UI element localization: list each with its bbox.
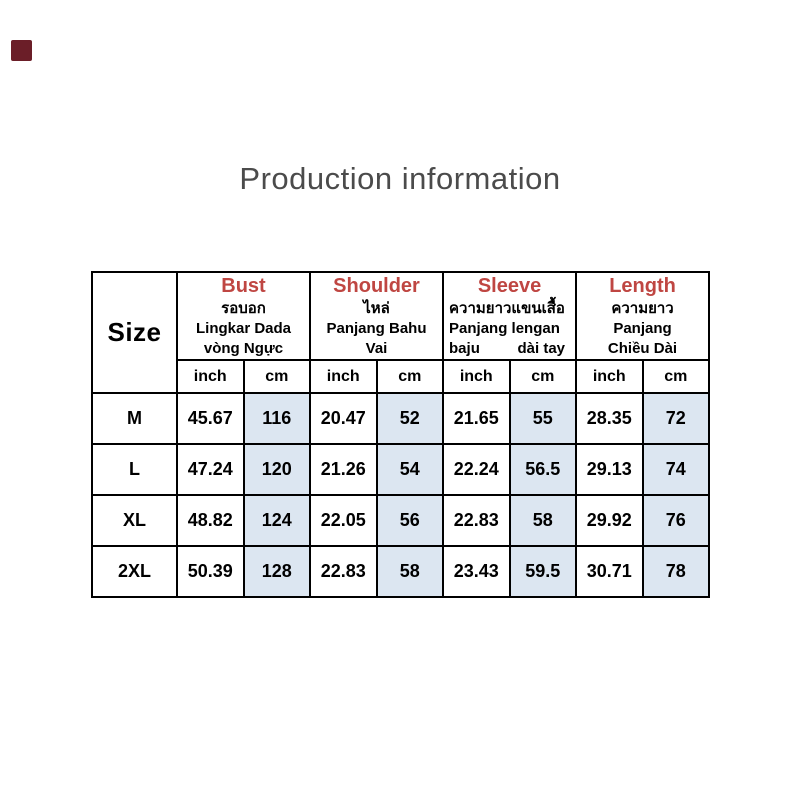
measurement-cell: 74 [641, 443, 711, 496]
bust-thai-label: รอบอก [221, 300, 266, 317]
table-row-m: M 45.67 116 20.47 52 21.65 55 28.35 72 [91, 392, 711, 445]
measurement-cell: 28.35 [575, 392, 644, 445]
shoulder-vietnamese-label: Vai [365, 340, 388, 357]
measurement-cell: 58 [375, 545, 445, 598]
measurement-cell: 56.5 [508, 443, 578, 496]
measurement-cell: 56 [375, 494, 445, 547]
measurement-cell: 21.26 [309, 443, 378, 496]
unit-inch-header: inch [309, 359, 378, 394]
shoulder-indonesian-label: Panjang Bahu [326, 320, 427, 337]
shoulder-thai-label: ไหล่ [363, 300, 390, 317]
size-column-header: Size [91, 271, 178, 394]
sleeve-split-line: baju dài tay [445, 339, 574, 358]
measurement-cell: 21.65 [442, 392, 511, 445]
measurement-cell: 29.92 [575, 494, 644, 547]
measurement-cell: 22.83 [309, 545, 378, 598]
measurement-cell: 59.5 [508, 545, 578, 598]
table-row-2xl: 2XL 50.39 128 22.83 58 23.43 59.5 30.71 … [91, 545, 711, 598]
measurement-cell: 22.05 [309, 494, 378, 547]
sleeve-vietnamese-label: dài tay [517, 340, 566, 357]
column-group-sleeve: Sleeve ความยาวแขนเสื้อ Panjang lengan ba… [442, 271, 578, 361]
unit-cm-header: cm [641, 359, 711, 394]
measurement-cell: 54 [375, 443, 445, 496]
unit-inch-header: inch [176, 359, 245, 394]
measurement-cell: 23.43 [442, 545, 511, 598]
unit-cm-header: cm [242, 359, 311, 394]
bust-group-label: Bust [221, 275, 266, 297]
size-cell: XL [91, 494, 178, 547]
length-indonesian-label: Panjang [613, 320, 672, 337]
measurement-cell: 78 [641, 545, 711, 598]
measurement-cell: 52 [375, 392, 445, 445]
measurement-cell: 47.24 [176, 443, 245, 496]
unit-cm-header: cm [508, 359, 578, 394]
measurement-cell: 22.24 [442, 443, 511, 496]
measurement-cell: 72 [641, 392, 711, 445]
measurement-cell: 76 [641, 494, 711, 547]
measurement-cell: 124 [242, 494, 311, 547]
unit-header-row: inch cm inch cm inch cm inch cm [92, 359, 711, 394]
sleeve-group-label: Sleeve [477, 275, 542, 297]
column-group-length: Length ความยาว Panjang Chiều Dài [575, 271, 711, 361]
page-title: Production information [239, 161, 561, 196]
size-cell: L [91, 443, 178, 496]
column-group-bust: Bust รอบอก Lingkar Dada vòng Ngực [176, 271, 311, 361]
size-cell: M [91, 392, 178, 445]
measurement-cell: 55 [508, 392, 578, 445]
measurement-cell: 29.13 [575, 443, 644, 496]
length-thai-label: ความยาว [611, 300, 674, 317]
corner-mark [11, 40, 32, 61]
measurement-cell: 20.47 [309, 392, 378, 445]
size-cell: 2XL [91, 545, 178, 598]
measurement-cell: 30.71 [575, 545, 644, 598]
measurement-cell: 48.82 [176, 494, 245, 547]
measurement-cell: 45.67 [176, 392, 245, 445]
measurement-cell: 116 [242, 392, 311, 445]
measurement-cell: 128 [242, 545, 311, 598]
measurement-cell: 22.83 [442, 494, 511, 547]
sleeve-indonesian-label-2: baju [449, 340, 480, 357]
shoulder-group-label: Shoulder [333, 275, 420, 297]
unit-inch-header: inch [575, 359, 644, 394]
measurement-cell: 120 [242, 443, 311, 496]
unit-inch-header: inch [442, 359, 511, 394]
table-row-xl: XL 48.82 124 22.05 56 22.83 58 29.92 76 [91, 494, 711, 547]
column-group-shoulder: Shoulder ไหล่ Panjang Bahu Vai [308, 271, 445, 361]
size-chart-table: Size Bust รอบอก Lingkar Dada vòng Ngực S… [91, 271, 711, 598]
group-header-row: Size Bust รอบอก Lingkar Dada vòng Ngực S… [91, 271, 711, 394]
table-row-l: L 47.24 120 21.26 54 22.24 56.5 29.13 74 [91, 443, 711, 496]
bust-vietnamese-label: vòng Ngực [203, 340, 284, 357]
unit-cm-header: cm [375, 359, 445, 394]
measurement-cell: 50.39 [176, 545, 245, 598]
length-vietnamese-label: Chiều Dài [607, 340, 678, 357]
sleeve-thai-label: ความยาวแขนเสื้อ [449, 300, 565, 317]
bust-indonesian-label: Lingkar Dada [195, 320, 292, 337]
measurement-cell: 58 [508, 494, 578, 547]
length-group-label: Length [609, 275, 676, 297]
sleeve-indonesian-label: Panjang lengan [449, 320, 560, 337]
